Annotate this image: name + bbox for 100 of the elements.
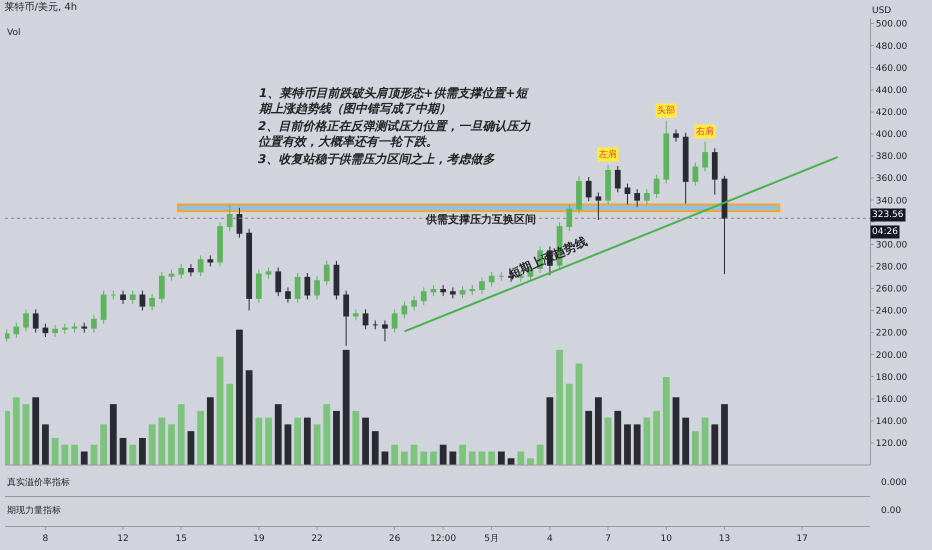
bar	[692, 431, 699, 466]
bar	[246, 370, 253, 466]
bar	[508, 458, 514, 466]
bar	[576, 363, 582, 466]
bar	[420, 451, 428, 466]
bar	[478, 451, 486, 466]
candlestick	[392, 308, 398, 334]
bar	[333, 410, 340, 466]
x-tick-label: 12:00	[430, 534, 456, 544]
x-tick-label: 7	[605, 534, 611, 544]
candlestick	[654, 174, 660, 198]
candlestick	[576, 175, 582, 214]
candlestick	[382, 320, 388, 342]
bar	[566, 384, 573, 466]
bar	[594, 397, 602, 466]
bar	[556, 350, 563, 466]
y-tick-label: 440.00	[876, 86, 908, 96]
bar	[52, 438, 59, 466]
bar	[206, 397, 214, 466]
bar	[168, 424, 175, 466]
candlestick	[256, 269, 262, 304]
bar	[662, 376, 670, 466]
x-tick-label: 4	[547, 534, 554, 544]
text: 真实溢价率指标	[7, 477, 70, 488]
bar	[294, 418, 302, 466]
candlestick	[217, 222, 223, 267]
bar	[702, 418, 708, 466]
text: 04:26	[872, 227, 898, 237]
candlestick	[178, 264, 184, 279]
y-tick-label: 500.00	[876, 20, 908, 30]
candlestick	[682, 132, 689, 204]
candlestick	[343, 290, 350, 346]
candlestick	[158, 271, 165, 304]
candlestick	[32, 308, 39, 334]
bar	[236, 330, 243, 466]
candlestick	[324, 260, 330, 286]
candlestick	[362, 308, 368, 330]
bar	[148, 424, 156, 466]
annotation: 3、收复站稳于供需压力区间之上，考虑做多	[258, 152, 496, 166]
bar	[314, 424, 320, 466]
candlestick	[198, 254, 204, 277]
candlestick	[334, 260, 340, 300]
bar	[536, 444, 544, 466]
y-tick-label: 140.00	[876, 417, 908, 428]
bar	[255, 418, 262, 466]
bar	[449, 451, 456, 466]
bar	[12, 397, 20, 466]
x-tick-label: 10	[660, 534, 672, 544]
candlestick	[586, 176, 592, 202]
y-tick-label: 240.00	[876, 306, 908, 317]
candlestick	[168, 269, 174, 282]
bar	[42, 424, 49, 466]
bar	[614, 410, 622, 466]
candlestick	[460, 286, 466, 299]
text: 短期上涨趋势线	[506, 234, 590, 282]
candlestick	[120, 290, 126, 304]
x-tick-label: 15	[176, 534, 187, 544]
bar	[546, 397, 554, 466]
bar	[711, 424, 718, 466]
candlestick	[226, 204, 233, 232]
candlestick	[420, 286, 427, 306]
y-tick-label: 400.00	[876, 130, 908, 140]
candlestick	[440, 284, 446, 297]
bar	[80, 451, 88, 466]
candlestick	[596, 192, 602, 220]
bar	[139, 438, 146, 466]
candlestick	[663, 120, 670, 184]
bar	[265, 418, 272, 466]
candlestick	[236, 207, 242, 238]
text: 0.00	[881, 506, 902, 516]
candlestick	[91, 314, 97, 334]
x-tick-label: 5月	[484, 534, 500, 544]
annotation: 左肩	[599, 149, 617, 160]
candlestick	[692, 162, 698, 186]
bar	[400, 451, 408, 466]
bar	[120, 438, 126, 466]
x-tick-label: 13	[718, 534, 730, 544]
candlestick	[605, 164, 611, 206]
candlestick	[401, 301, 408, 319]
bar	[178, 404, 185, 466]
bar	[342, 350, 350, 466]
bar	[129, 444, 136, 466]
candlestick	[140, 290, 146, 312]
bar	[197, 410, 204, 466]
bar	[643, 418, 650, 466]
bar	[100, 424, 108, 466]
bar	[459, 444, 466, 466]
y-tick-label: 380.00	[876, 152, 908, 162]
y-tick-label: 280.00	[876, 262, 908, 273]
candlestick	[275, 266, 282, 297]
candlestick	[430, 284, 436, 297]
x-tick-label: 22	[311, 534, 323, 544]
bar	[158, 418, 166, 466]
bar	[90, 444, 98, 466]
y-tick-label: 260.00	[876, 284, 908, 295]
candlestick	[304, 272, 310, 300]
candlestick	[23, 308, 29, 332]
y-tick-label: 200.00	[876, 350, 908, 361]
bar	[61, 444, 68, 466]
candlestick	[702, 141, 708, 172]
